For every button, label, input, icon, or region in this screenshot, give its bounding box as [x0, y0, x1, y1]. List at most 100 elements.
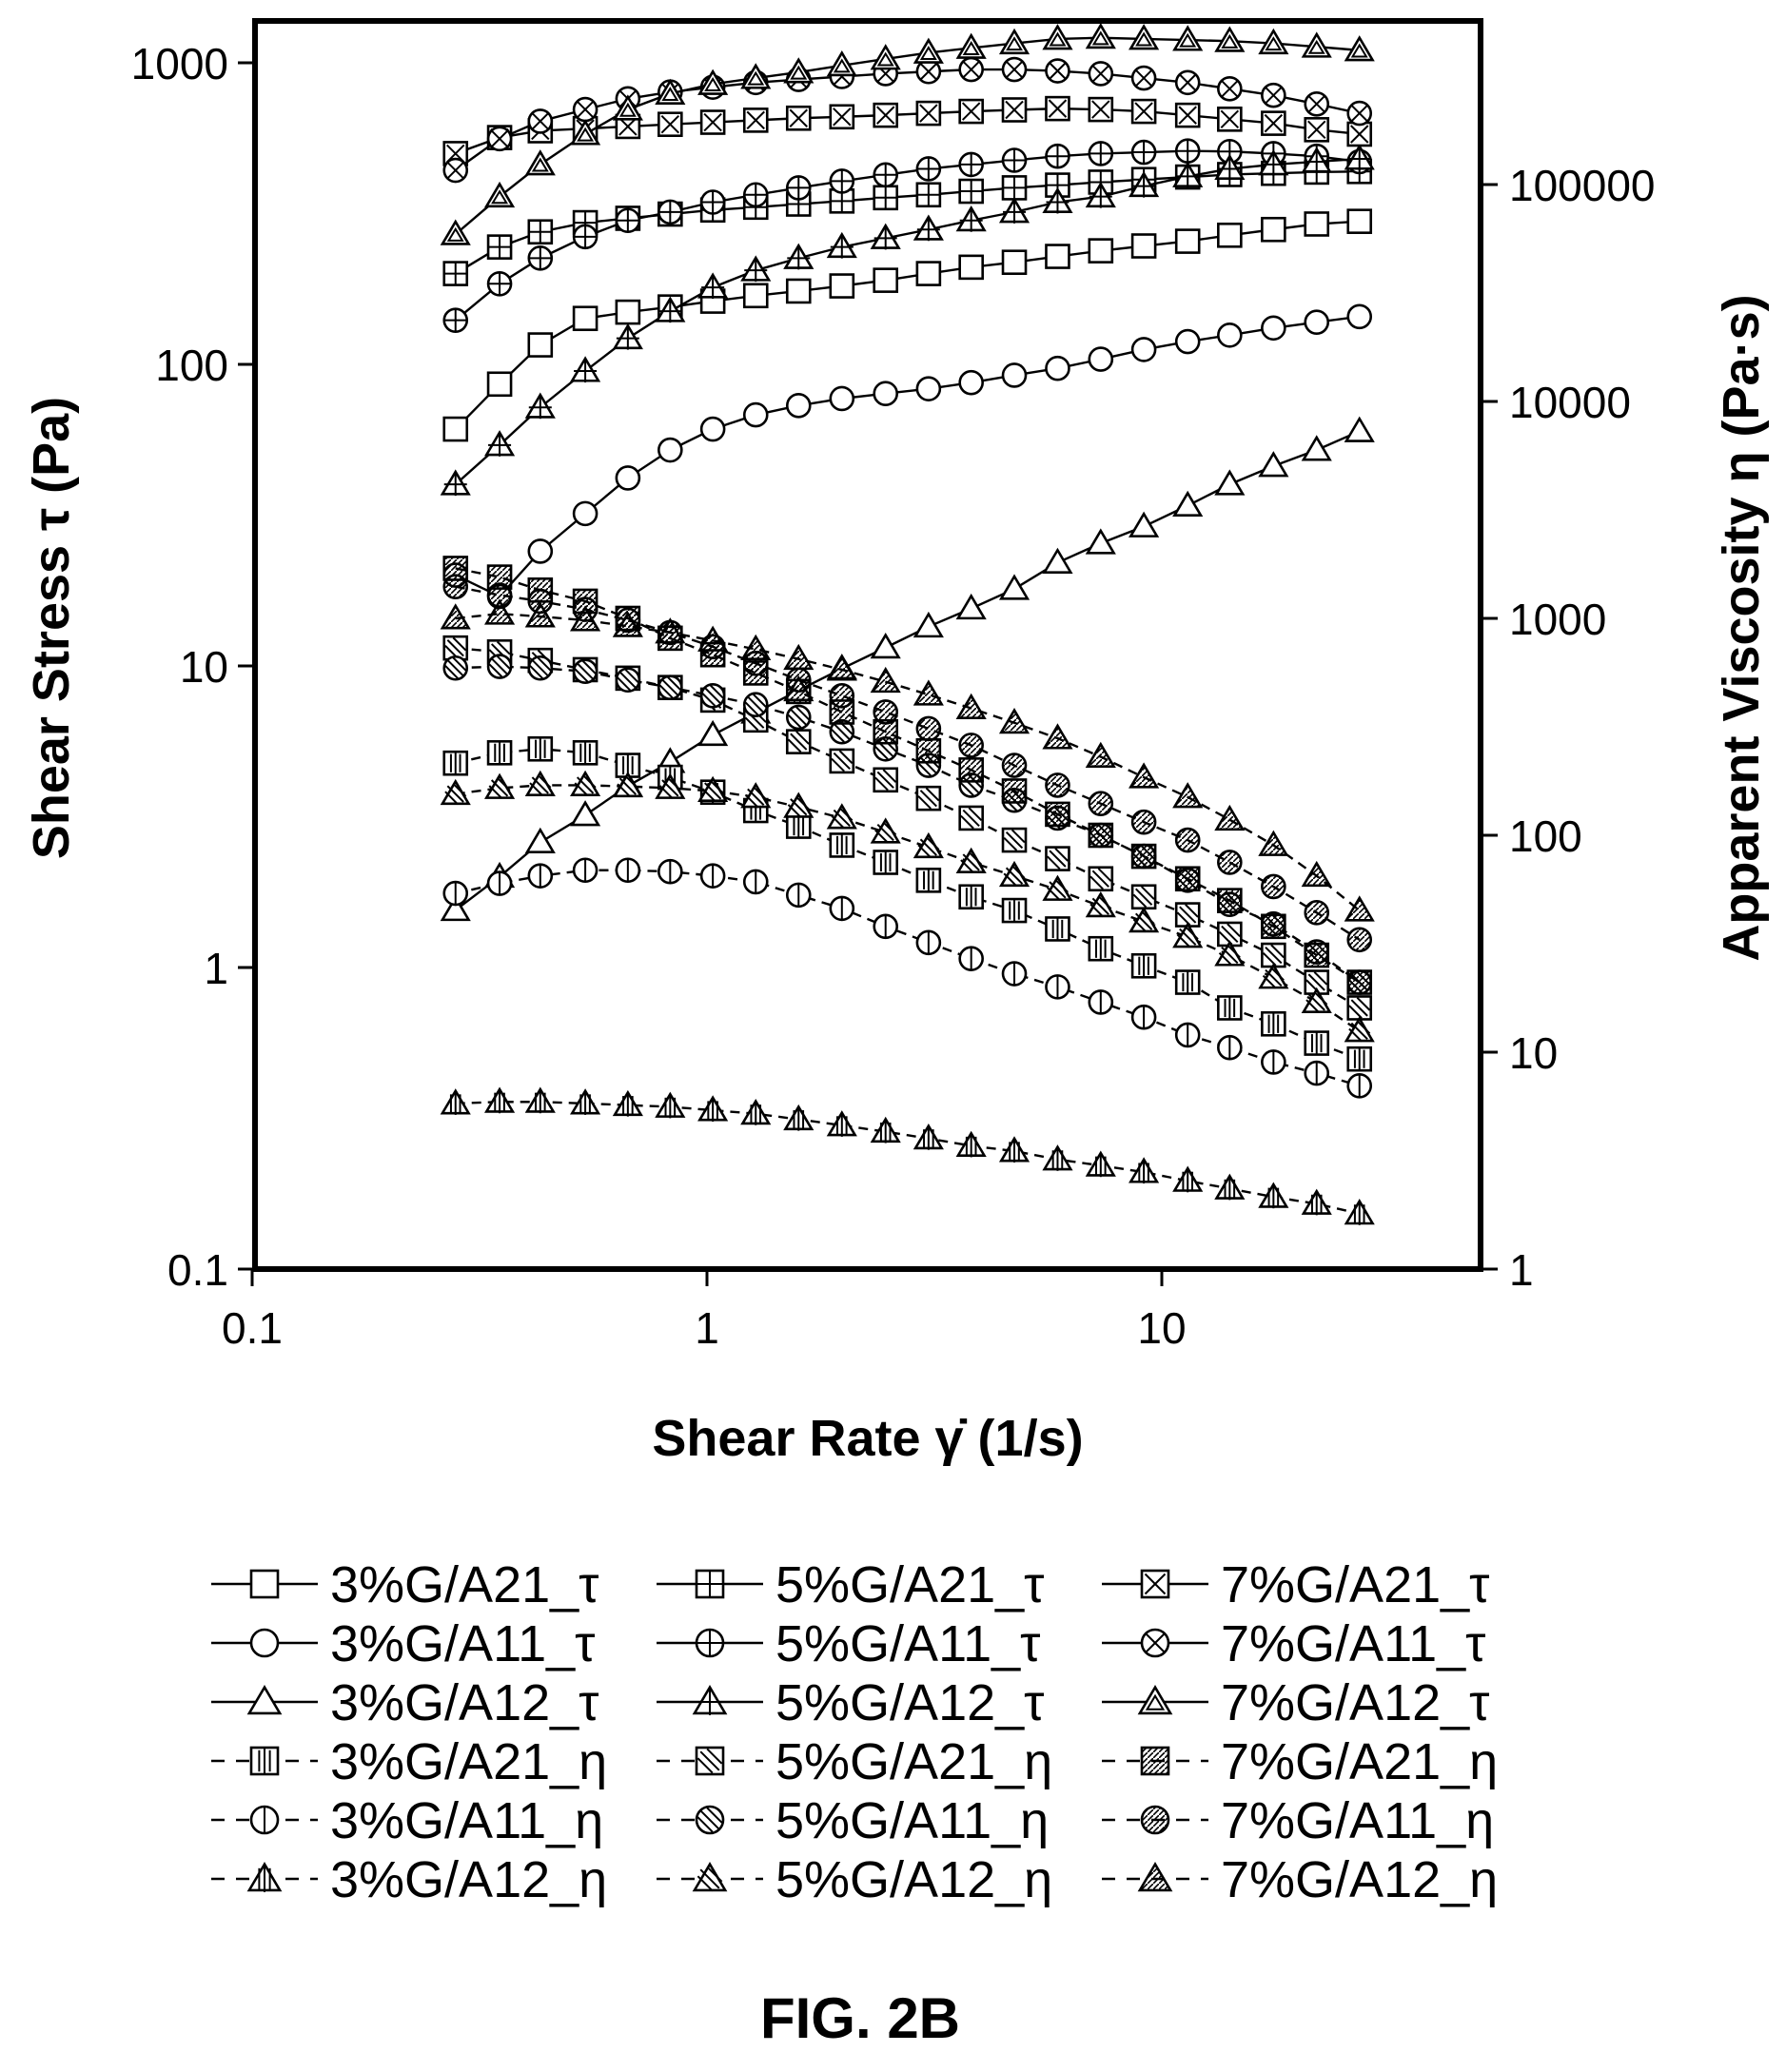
legend: 3%G/A21_τ 5%G/A21_τ 7%G/A21_τ 3%G/A11_τ 5%G/… — [211, 1556, 1498, 1908]
x-axis-title: Shear Rate γ̇ (1/s) — [652, 1410, 1083, 1467]
data-point — [873, 850, 899, 875]
series-line — [455, 748, 1361, 1061]
data-point — [486, 126, 513, 152]
data-point — [657, 199, 683, 225]
data-point — [572, 305, 599, 332]
data-point — [740, 634, 772, 661]
data-point — [1129, 511, 1160, 538]
data-point — [915, 376, 942, 401]
series-layer — [440, 22, 1375, 1225]
legend-label: 5%G/A11_η — [775, 1792, 1049, 1849]
data-point — [1172, 490, 1204, 518]
data-point — [615, 465, 641, 491]
data-point — [740, 1098, 772, 1125]
data-point — [1045, 846, 1070, 871]
data-point — [440, 778, 471, 806]
data-point — [1088, 822, 1114, 849]
data-point — [1261, 82, 1286, 108]
legend-marker — [1140, 1805, 1170, 1835]
data-point — [1258, 830, 1289, 856]
data-point — [1346, 927, 1373, 953]
data-point — [1129, 1157, 1160, 1184]
legend-label: 3%G/A21_τ — [330, 1556, 599, 1613]
series-line — [455, 170, 1360, 275]
data-point — [524, 1086, 556, 1114]
y-left-tick-label: 10 — [180, 642, 228, 692]
legend-item: 3%G/A11_τ — [211, 1615, 596, 1672]
data-point — [1129, 170, 1160, 198]
data-point — [1304, 1060, 1330, 1086]
data-point — [1174, 1022, 1201, 1048]
data-point — [1217, 76, 1243, 102]
data-point — [1130, 139, 1157, 166]
data-point — [1172, 1165, 1204, 1193]
data-point — [1258, 149, 1289, 176]
data-point — [870, 223, 901, 250]
data-point — [1174, 328, 1201, 355]
data-point — [873, 102, 899, 128]
data-point — [1261, 1010, 1286, 1037]
data-point — [998, 28, 1030, 55]
data-point — [440, 469, 471, 497]
legend-label: 3%G/A21_η — [330, 1733, 607, 1790]
data-point — [1045, 355, 1070, 381]
data-point — [615, 207, 641, 234]
data-point — [1301, 147, 1332, 173]
data-point — [1346, 969, 1373, 995]
legend-marker — [249, 1746, 280, 1776]
data-point — [826, 803, 857, 830]
data-point — [873, 185, 899, 211]
data-point — [527, 332, 554, 358]
data-point — [699, 682, 726, 709]
legend-label: 7%G/A21_η — [1221, 1733, 1498, 1790]
data-point — [1001, 56, 1028, 83]
data-point — [1001, 753, 1028, 778]
data-point — [1129, 762, 1160, 789]
series-line — [454, 220, 1360, 430]
data-point — [524, 392, 556, 420]
data-point — [915, 929, 942, 956]
data-point — [740, 782, 772, 809]
data-point — [915, 100, 942, 127]
data-point — [955, 693, 987, 720]
series-line — [455, 585, 1361, 941]
data-point — [615, 857, 641, 884]
legend-marker — [1137, 1685, 1173, 1715]
data-point — [873, 913, 899, 940]
legend-item: 5%G/A11_η — [657, 1792, 1049, 1849]
data-point — [1130, 843, 1157, 870]
data-point — [572, 500, 599, 527]
data-point — [1001, 961, 1028, 987]
data-point — [699, 189, 726, 215]
data-point — [1045, 95, 1070, 122]
data-point — [524, 149, 556, 176]
series-line — [455, 646, 1361, 1009]
data-point — [742, 182, 769, 208]
data-point — [1217, 138, 1243, 165]
data-point — [486, 271, 513, 297]
data-point — [742, 692, 769, 718]
data-point — [1042, 723, 1073, 750]
data-point — [915, 261, 942, 286]
data-point — [870, 632, 901, 659]
series-16 — [442, 574, 1373, 953]
data-point — [785, 393, 812, 419]
data-point — [570, 605, 601, 632]
data-point — [1217, 322, 1243, 348]
data-point — [1346, 1073, 1373, 1099]
y-right-tick-label: 100 — [1509, 811, 1582, 861]
plot-frame — [252, 18, 1483, 1272]
legend-item: 3%G/A11_η — [211, 1792, 603, 1849]
data-point — [527, 108, 554, 134]
series-line — [454, 36, 1360, 236]
legend-label: 5%G/A21_τ — [775, 1556, 1045, 1613]
data-point — [699, 863, 726, 889]
series-17 — [440, 598, 1375, 922]
legend-marker — [695, 1628, 725, 1658]
legend-label: 3%G/A11_τ — [330, 1615, 596, 1672]
data-point — [1344, 1199, 1375, 1225]
data-point — [1346, 121, 1373, 147]
data-point — [572, 740, 599, 766]
data-point — [1001, 175, 1028, 201]
data-point — [527, 245, 554, 271]
